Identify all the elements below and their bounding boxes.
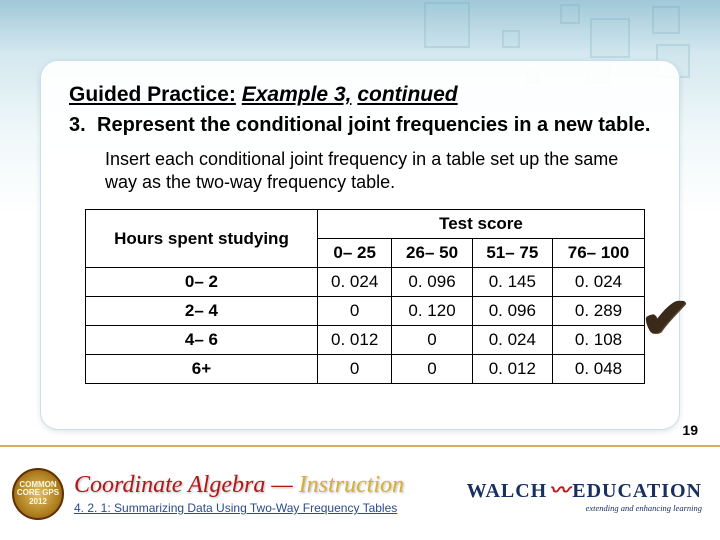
swoosh-icon: 〰	[547, 480, 572, 502]
badge-text: COMMON CORE GPS 2012	[14, 481, 62, 506]
footer: COMMON CORE GPS 2012 Coordinate Algebra …	[0, 445, 720, 540]
table-cell: 0	[317, 297, 391, 326]
table-row: 2– 4 0 0. 120 0. 096 0. 289	[86, 297, 645, 326]
table-cell: 0. 096	[392, 268, 472, 297]
step-heading: 3.Represent the conditional joint freque…	[69, 113, 651, 138]
brand-sep: —	[271, 472, 292, 498]
table-cell: 0. 120	[392, 297, 472, 326]
table-cell: 0. 145	[472, 268, 552, 297]
title-guided-practice: Guided Practice:	[69, 83, 236, 106]
table-cell: 0	[317, 355, 391, 384]
frequency-table: Hours spent studying Test score 0– 25 26…	[85, 209, 645, 384]
lesson-link[interactable]: 4. 2. 1: Summarizing Data Using Two-Way …	[74, 501, 397, 515]
lesson-reference: 4. 2. 1: Summarizing Data Using Two-Way …	[74, 501, 467, 515]
col-header: 0– 25	[317, 239, 391, 268]
checkmark-icon: ✔	[640, 285, 692, 351]
slide: Guided Practice: Example 3, continued 3.…	[0, 0, 720, 540]
table-row: 4– 6 0. 012 0 0. 024 0. 108	[86, 326, 645, 355]
table-cell: 0. 024	[552, 268, 644, 297]
col-header: 51– 75	[472, 239, 552, 268]
table-cell: 0. 096	[472, 297, 552, 326]
col-header: 26– 50	[392, 239, 472, 268]
step-text: Represent the conditional joint frequenc…	[97, 114, 650, 136]
content-panel: Guided Practice: Example 3, continued 3.…	[40, 60, 680, 430]
table-cell: 0. 108	[552, 326, 644, 355]
step-number: 3.	[69, 113, 97, 138]
table-row: 6+ 0 0 0. 012 0. 048	[86, 355, 645, 384]
walch-text: WALCH	[467, 480, 548, 502]
title-continued: continued	[357, 83, 457, 106]
table-cell: 0	[392, 326, 472, 355]
slide-title: Guided Practice: Example 3, continued	[69, 83, 651, 107]
walch-name: WALCH〰EDUCATION	[467, 474, 702, 503]
row-header: 2– 4	[86, 297, 318, 326]
brand-main: Coordinate Algebra	[74, 472, 265, 498]
table-cell: 0. 048	[552, 355, 644, 384]
col-header: 76– 100	[552, 239, 644, 268]
walch-logo: WALCH〰EDUCATION extending and enhancing …	[467, 474, 702, 513]
footer-center: Coordinate Algebra — Instruction 4. 2. 1…	[74, 472, 467, 515]
table-cell: 0. 012	[317, 326, 391, 355]
row-header: 6+	[86, 355, 318, 384]
title-example: Example 3,	[242, 83, 352, 106]
row-header: 0– 2	[86, 268, 318, 297]
table-cell: 0	[392, 355, 472, 384]
table-cell: 0. 024	[472, 326, 552, 355]
table-cell: 0. 289	[552, 297, 644, 326]
body-text: Insert each conditional joint frequency …	[105, 148, 651, 193]
table-cell: 0. 012	[472, 355, 552, 384]
table-row: 0– 2 0. 024 0. 096 0. 145 0. 024	[86, 268, 645, 297]
common-core-badge-icon: COMMON CORE GPS 2012	[12, 468, 64, 520]
slide-number: 19	[682, 422, 698, 438]
brand-title: Coordinate Algebra — Instruction	[74, 472, 467, 499]
walch-tagline: extending and enhancing learning	[467, 503, 702, 513]
row-group-header: Hours spent studying	[86, 210, 318, 268]
walch-edu: EDUCATION	[572, 480, 702, 502]
brand-instruction: Instruction	[299, 472, 404, 498]
col-group-header: Test score	[317, 210, 644, 239]
row-header: 4– 6	[86, 326, 318, 355]
table-cell: 0. 024	[317, 268, 391, 297]
